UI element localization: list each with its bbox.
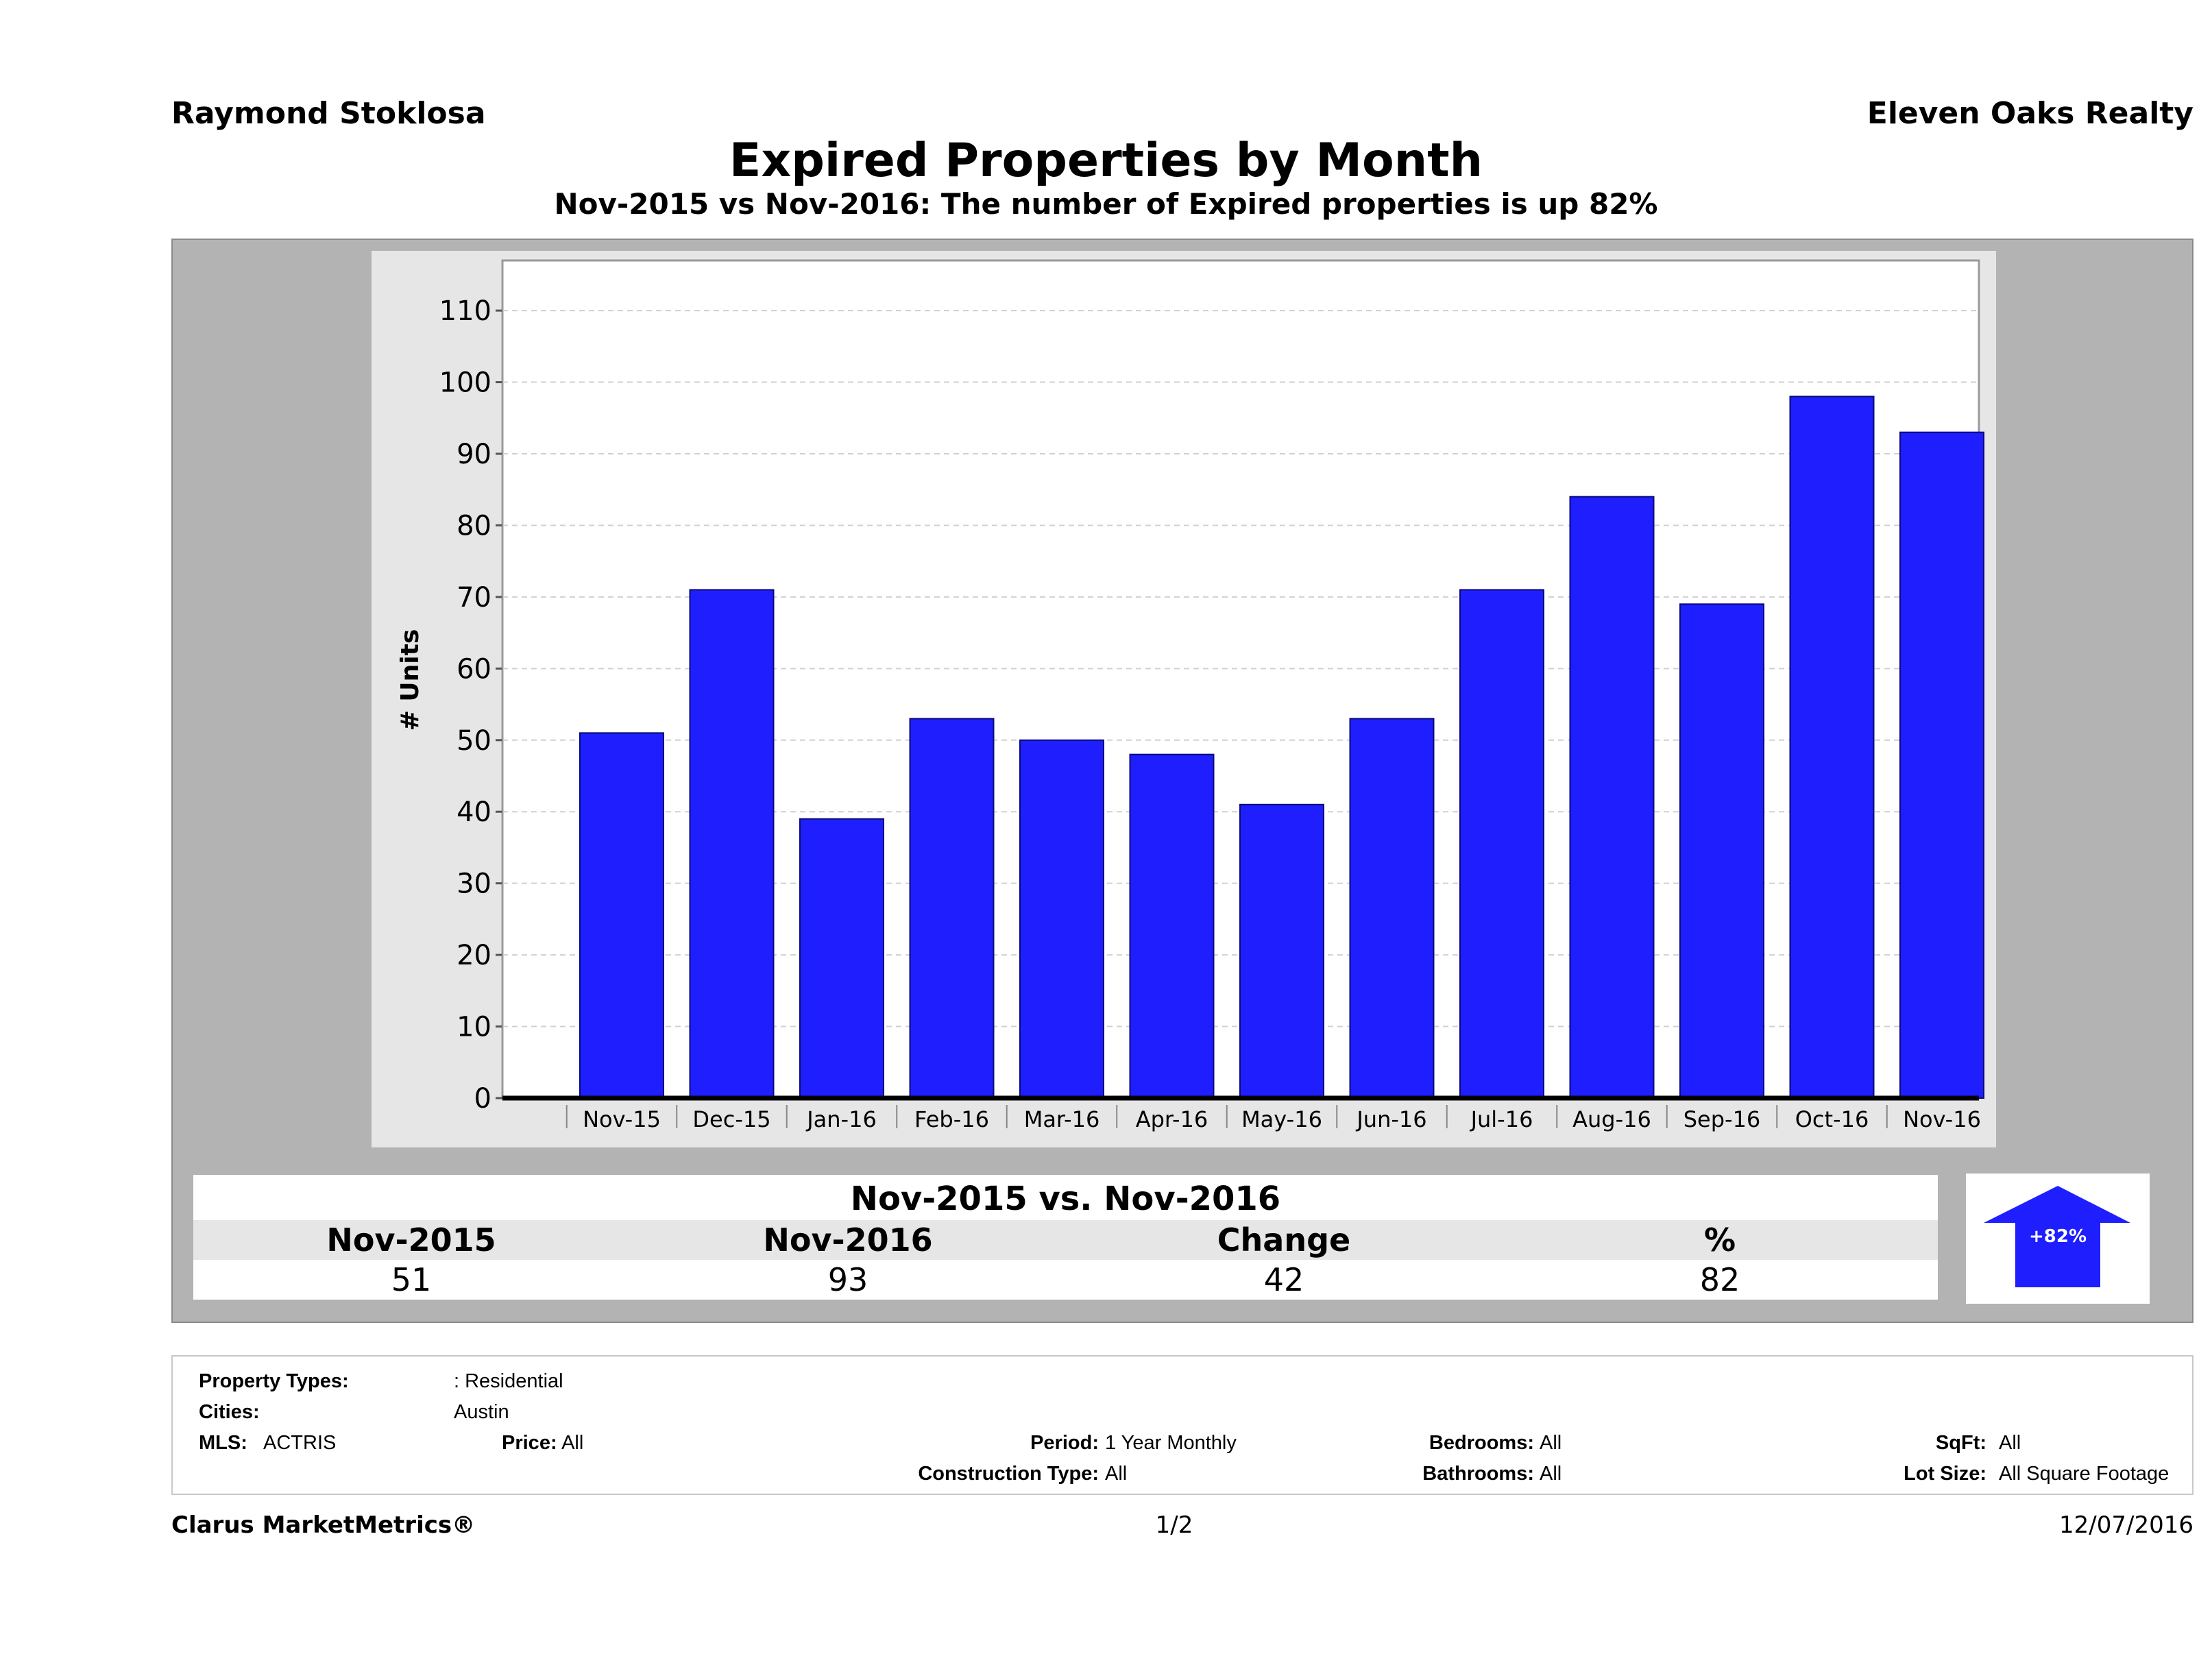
bar-oct-16 bbox=[1789, 396, 1875, 1099]
cities-value: Austin bbox=[454, 1401, 509, 1423]
bar-dec-15 bbox=[689, 589, 775, 1099]
up-arrow-icon bbox=[1984, 1186, 2130, 1287]
x-tick-label: Jun-16 bbox=[1355, 1106, 1426, 1132]
cities-label: Cities: bbox=[199, 1401, 260, 1423]
change-badge: +82% bbox=[1966, 1174, 2150, 1304]
badge-text: +82% bbox=[2029, 1226, 2087, 1247]
bathrooms-label: Bathrooms: bbox=[1422, 1463, 1534, 1485]
construction-type-value: All bbox=[1105, 1463, 1128, 1485]
x-tick-label: Nov-16 bbox=[1903, 1106, 1981, 1132]
y-tick-label: 50 bbox=[457, 725, 491, 757]
chart-subtitle: Nov-2015 vs Nov-2016: The number of Expi… bbox=[554, 187, 1658, 221]
y-tick-label: 60 bbox=[457, 653, 491, 685]
period-value: 1 Year Monthly bbox=[1105, 1432, 1237, 1454]
bar-nov-16 bbox=[1899, 431, 1984, 1099]
y-tick-label: 0 bbox=[474, 1083, 491, 1115]
y-axis-label: # Units bbox=[396, 629, 424, 731]
x-tick-label: Jul-16 bbox=[1470, 1106, 1533, 1132]
report-date: 12/07/2016 bbox=[2059, 1511, 2193, 1539]
x-tick-label: Mar-16 bbox=[1024, 1106, 1100, 1132]
chart-title: Expired Properties by Month bbox=[729, 134, 1483, 188]
summary-value-row: 51 93 42 82 bbox=[193, 1260, 1938, 1300]
bar-jun-16 bbox=[1349, 718, 1435, 1099]
x-tick-label: Apr-16 bbox=[1136, 1106, 1208, 1132]
bar-mar-16 bbox=[1019, 739, 1104, 1099]
bar-jul-16 bbox=[1459, 589, 1544, 1099]
property-types-value: : Residential bbox=[454, 1370, 563, 1392]
y-tick-label: 40 bbox=[457, 797, 491, 828]
x-tick-label: Sep-16 bbox=[1684, 1106, 1761, 1132]
bar-apr-16 bbox=[1129, 753, 1215, 1099]
bar-nov-15 bbox=[579, 732, 664, 1099]
bar-may-16 bbox=[1239, 803, 1324, 1099]
company-name: Eleven Oaks Realty bbox=[1867, 96, 2193, 131]
property-types-label: Property Types: bbox=[199, 1370, 349, 1392]
sqft-value: All bbox=[1999, 1432, 2021, 1454]
y-tick-label: 90 bbox=[457, 439, 491, 470]
construction-type-label: Construction Type: bbox=[918, 1463, 1099, 1485]
bar-chart: 0 10 20 30 40 50 60 70 80 90 100 110 Nov-15 Dec-15 Ja… bbox=[372, 251, 1996, 1147]
lot-size-value: All Square Footage bbox=[1999, 1463, 2170, 1485]
x-tick-label: Feb-16 bbox=[914, 1106, 989, 1132]
summary-header-row: Nov-2015 Nov-2016 Change % bbox=[193, 1220, 1938, 1260]
x-tick-label: Dec-15 bbox=[692, 1106, 770, 1132]
x-tick-label: Jan-16 bbox=[805, 1106, 877, 1132]
y-tick-label: 20 bbox=[457, 940, 491, 971]
bathrooms-value: All bbox=[1540, 1463, 1562, 1485]
bedrooms-value: All bbox=[1540, 1432, 1562, 1454]
mls-value: ACTRIS bbox=[263, 1432, 337, 1454]
y-tick-label: 70 bbox=[457, 582, 491, 613]
page-number: 1/2 bbox=[1155, 1511, 1193, 1539]
bar-sep-16 bbox=[1679, 603, 1764, 1099]
bar-jan-16 bbox=[799, 818, 884, 1099]
y-tick-label: 10 bbox=[457, 1012, 491, 1043]
period-label: Period: bbox=[1030, 1432, 1099, 1454]
sqft-label: SqFt: bbox=[1935, 1432, 1986, 1454]
price-field: Price: All bbox=[502, 1432, 584, 1454]
y-tick-label: 100 bbox=[439, 367, 491, 399]
bar-feb-16 bbox=[909, 718, 995, 1099]
bedrooms-label: Bedrooms: bbox=[1429, 1432, 1534, 1454]
x-tick-label: Oct-16 bbox=[1795, 1106, 1869, 1132]
search-criteria: Property Types: : Residential Cities: Au… bbox=[171, 1355, 2193, 1495]
x-tick-label: Aug-16 bbox=[1572, 1106, 1651, 1132]
y-tick-label: 80 bbox=[457, 510, 491, 542]
mls-label: MLS: bbox=[199, 1432, 247, 1454]
bar-aug-16 bbox=[1569, 496, 1655, 1099]
x-tick-label: Nov-15 bbox=[583, 1106, 661, 1132]
summary-title: Nov-2015 vs. Nov-2016 bbox=[193, 1175, 1938, 1220]
x-tick-label: May-16 bbox=[1241, 1106, 1322, 1132]
agent-name: Raymond Stoklosa bbox=[171, 96, 486, 131]
y-tick-label: 110 bbox=[439, 295, 491, 327]
lot-size-label: Lot Size: bbox=[1904, 1463, 1986, 1485]
y-tick-label: 30 bbox=[457, 868, 491, 900]
footer-brand: Clarus MarketMetrics® bbox=[171, 1511, 476, 1539]
